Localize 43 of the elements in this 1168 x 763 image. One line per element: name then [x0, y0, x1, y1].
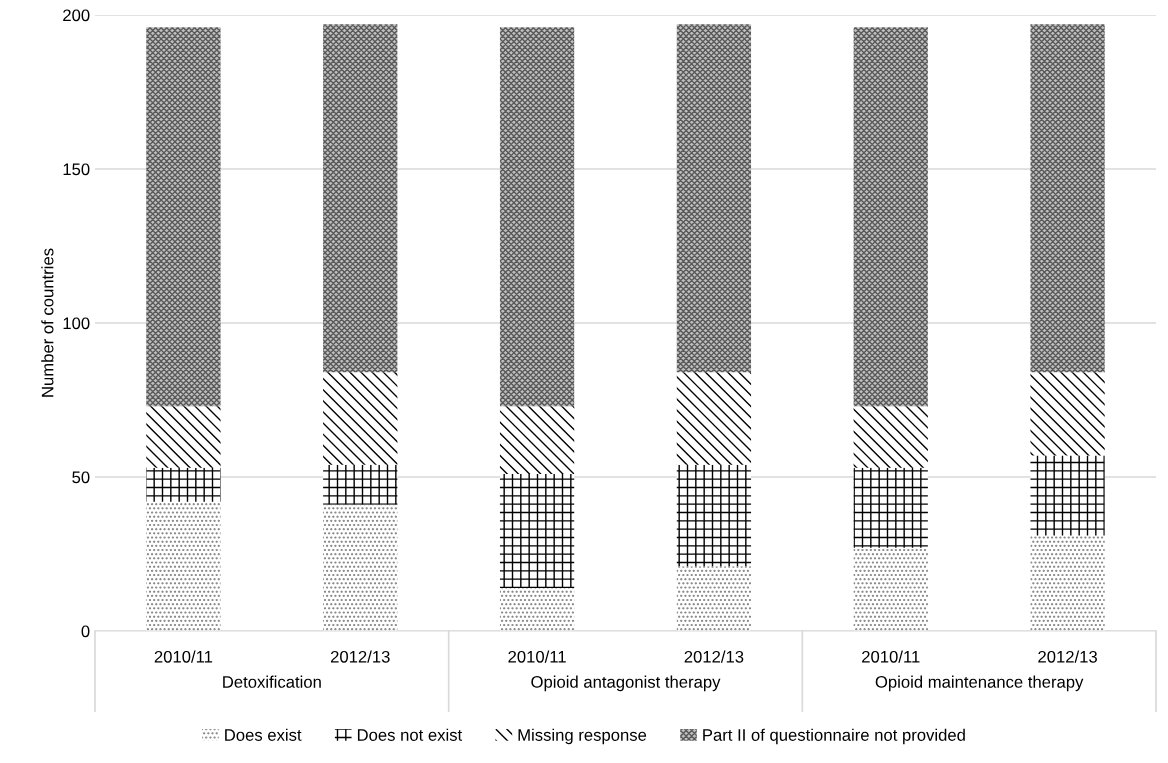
- y-tick-label: 200: [63, 9, 90, 22]
- bar: [1030, 372, 1105, 456]
- text: Opioid antagonist therapy: [531, 675, 721, 692]
- y-tick-label: 100: [63, 317, 90, 330]
- x-tick-label: 2012/13: [1038, 650, 1097, 663]
- y-tick-label: 50: [72, 471, 90, 484]
- x-tick-label: 2010/11: [862, 650, 920, 663]
- bar: [499, 406, 575, 474]
- bar: [499, 587, 575, 631]
- y-axis-title: Number of countries: [41, 248, 54, 397]
- bar: [676, 566, 752, 631]
- y-tick-label: 0: [81, 625, 90, 638]
- legend-label: Does not exist: [357, 728, 463, 741]
- bar: [323, 504, 398, 631]
- legend-label: Does exist: [225, 728, 302, 741]
- bar: [853, 27, 928, 407]
- bar: [499, 27, 575, 407]
- bar: [146, 406, 221, 468]
- text: Opioid maintenance therapy: [875, 675, 1084, 692]
- bar: [1030, 24, 1105, 373]
- bar: [676, 464, 752, 567]
- bar: [323, 372, 398, 465]
- legend-label: Part II of questionnaire not provided: [703, 728, 965, 745]
- bar: [146, 27, 221, 407]
- bar: [323, 24, 398, 373]
- bar: [853, 467, 928, 548]
- bar: [853, 406, 928, 468]
- x-tick-label: 2012/13: [330, 650, 390, 663]
- x-tick-label: 2012/13: [684, 650, 744, 663]
- bar: [1030, 455, 1105, 536]
- bar: [323, 464, 398, 505]
- text: Detoxification: [223, 675, 321, 688]
- bar: [676, 372, 752, 465]
- bar: [499, 473, 575, 588]
- x-tick-label: 2010/11: [508, 650, 566, 663]
- bar: [1030, 535, 1105, 631]
- bar: [146, 467, 221, 502]
- x-tick-label: 2010/11: [154, 650, 213, 663]
- bar: [676, 24, 752, 373]
- bar: [146, 501, 221, 631]
- bar: [853, 547, 928, 631]
- legend-label: Missing response: [518, 728, 647, 745]
- y-tick-label: 150: [63, 163, 90, 176]
